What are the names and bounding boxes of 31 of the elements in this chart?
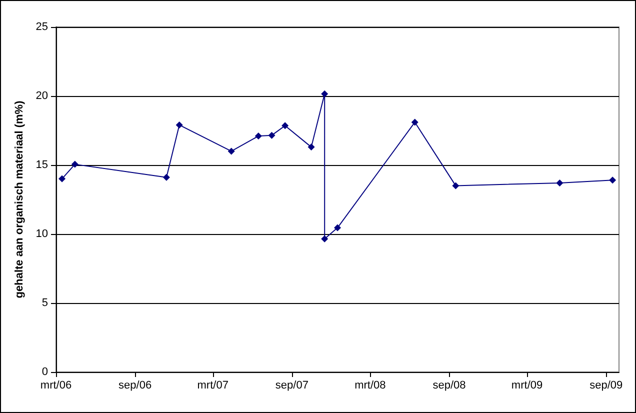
point [176, 121, 183, 128]
point [282, 122, 289, 130]
point [268, 132, 276, 139]
x-tick-label: sep/06 [118, 380, 152, 392]
point [321, 235, 328, 242]
x-tick-label: mrt/06 [40, 380, 72, 392]
y-tick-label: 25 [36, 21, 48, 33]
x-tick-label: mrt/09 [511, 380, 543, 392]
point [321, 90, 328, 98]
point [228, 148, 235, 155]
y-tick-label: 0 [42, 366, 48, 378]
x-tick-label: mrt/07 [197, 380, 228, 392]
y-axis-title: gehalte aan organisch materiaal (m%) [13, 100, 26, 298]
y-tick-label: 15 [36, 159, 48, 171]
point [254, 132, 262, 140]
x-tick-label: mrt/08 [354, 380, 386, 392]
point [411, 118, 418, 126]
point [452, 182, 460, 190]
point [556, 179, 564, 186]
x-tick-label: sep/08 [432, 380, 466, 392]
point [71, 160, 78, 168]
x-tick-label: sep/07 [275, 380, 308, 392]
y-tick-label: 20 [36, 90, 48, 102]
point [334, 224, 341, 232]
x-tick-label: sep/09 [590, 380, 623, 392]
point [58, 175, 66, 182]
point [162, 174, 170, 181]
y-tick-label: 10 [36, 228, 48, 240]
y-tick-label: 5 [42, 297, 48, 309]
point [609, 176, 616, 184]
point [308, 144, 315, 151]
